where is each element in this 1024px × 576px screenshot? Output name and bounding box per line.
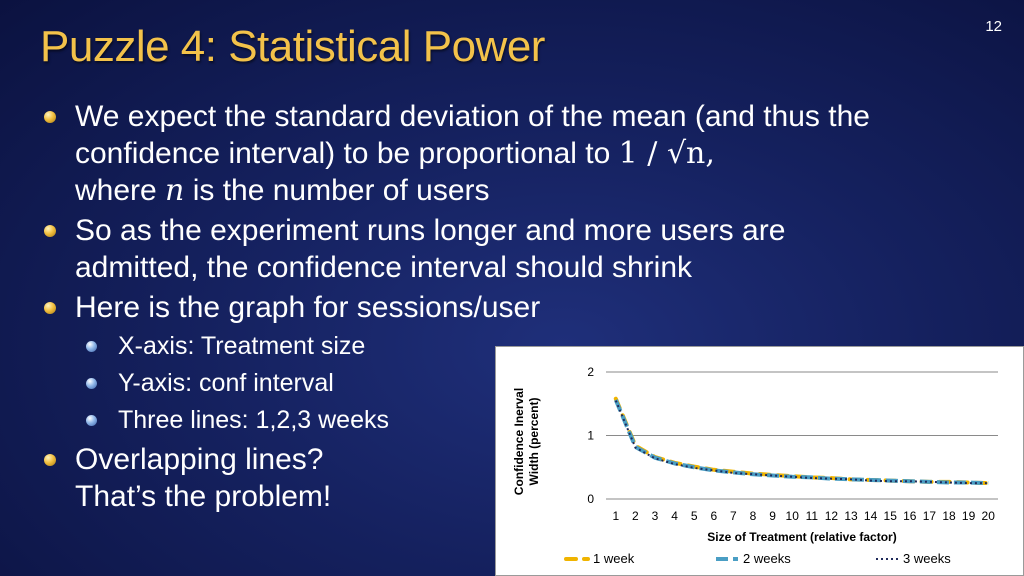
slide-title: Puzzle 4: Statistical Power	[40, 22, 545, 71]
x-tick-label: 12	[825, 509, 839, 523]
x-tick-label: 13	[844, 509, 858, 523]
x-tick-label: 4	[671, 509, 678, 523]
bullet-blue-icon	[86, 415, 97, 426]
bullet-text: That’s the problem!	[75, 480, 332, 513]
x-tick-label: 3	[652, 509, 659, 523]
x-tick-label: 20	[982, 509, 996, 523]
bullet-gold-icon	[44, 454, 56, 466]
bullet-text: where n is the number of users	[75, 173, 490, 208]
sub-bullet-lines: Three lines: 1,2,3 weeks	[40, 404, 1000, 437]
math-formula: 1 / √n,	[618, 136, 715, 171]
bullet-blue-icon	[86, 378, 97, 389]
x-tick-label: 2	[632, 509, 639, 523]
bullet-text: We expect the standard deviation of the …	[75, 100, 870, 133]
legend-label: 3 weeks	[903, 551, 951, 566]
bullet-text: confidence interval) to be proportional …	[75, 136, 715, 171]
x-tick-label: 1	[612, 509, 619, 523]
x-tick-label: 10	[786, 509, 800, 523]
bullet-gold-icon	[44, 302, 56, 314]
bullet-text: So as the experiment runs longer and mor…	[75, 214, 786, 247]
series-line-3	[614, 400, 989, 485]
x-tick-label: 19	[962, 509, 976, 523]
bullet-blue-icon	[86, 341, 97, 352]
x-tick-label: 17	[923, 509, 937, 523]
x-tick-label: 9	[769, 509, 776, 523]
series-line-2	[613, 399, 989, 486]
math-variable: n	[165, 173, 185, 208]
y-tick-label: 1	[587, 429, 594, 443]
bullet-list: We expect the standard deviation of the …	[40, 98, 1000, 518]
x-tick-label: 8	[750, 509, 757, 523]
x-tick-label: 14	[864, 509, 878, 523]
series-line-1	[613, 396, 991, 486]
x-tick-label: 11	[806, 509, 819, 523]
bullet-text: Here is the graph for sessions/user	[75, 291, 541, 324]
legend-label: 1 week	[593, 551, 635, 566]
sub-bullet-x-axis: X-axis: Treatment size	[40, 330, 1000, 363]
y-tick-label: 2	[587, 365, 594, 379]
x-axis-title: Size of Treatment (relative factor)	[707, 530, 896, 544]
x-tick-label: 7	[730, 509, 737, 523]
y-axis-title: Width (percent)	[527, 398, 541, 486]
legend-label: 2 weeks	[743, 551, 791, 566]
slide-number: 12	[985, 18, 1002, 35]
y-axis-title: Confidence Inerval	[512, 388, 526, 495]
bullet-gold-icon	[44, 111, 56, 123]
x-tick-label: 6	[710, 509, 717, 523]
y-tick-label: 0	[587, 492, 594, 506]
bullet-text: admitted, the confidence interval should…	[75, 251, 693, 284]
x-tick-label: 16	[903, 509, 917, 523]
bullet-graph: Here is the graph for sessions/user	[40, 289, 1000, 326]
bullet-experiment: So as the experiment runs longer and mor…	[40, 212, 1000, 286]
x-tick-label: 5	[691, 509, 698, 523]
sub-bullet-y-axis: Y-axis: conf interval	[40, 367, 1000, 400]
chart-panel: 0 1 2 1 2 3 4 5 6 7 8 9 10 11 12 13 14 15 16 17 18 19 20 Size o…	[495, 346, 1024, 576]
bullet-overlap: Overlapping lines? That’s the problem!	[40, 441, 1000, 515]
bullet-std-dev: We expect the standard deviation of the …	[40, 98, 1000, 209]
x-tick-label: 15	[884, 509, 898, 523]
bullet-text: Overlapping lines?	[75, 443, 324, 476]
x-tick-label: 18	[942, 509, 956, 523]
bullet-gold-icon	[44, 225, 56, 237]
